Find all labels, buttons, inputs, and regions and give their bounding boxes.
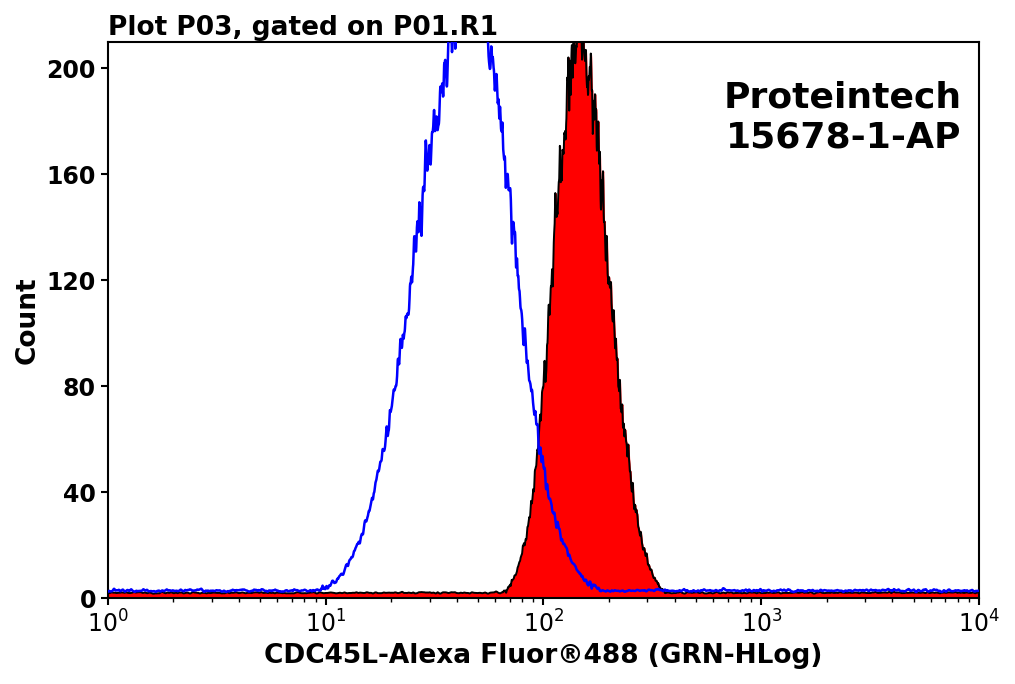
Text: Plot P03, gated on P01.R1: Plot P03, gated on P01.R1 bbox=[108, 15, 498, 41]
X-axis label: CDC45L-Alexa Fluor®488 (GRN-HLog): CDC45L-Alexa Fluor®488 (GRN-HLog) bbox=[264, 643, 822, 669]
Text: Proteintech
15678-1-AP: Proteintech 15678-1-AP bbox=[724, 81, 961, 155]
Y-axis label: Count: Count bbox=[15, 276, 41, 364]
